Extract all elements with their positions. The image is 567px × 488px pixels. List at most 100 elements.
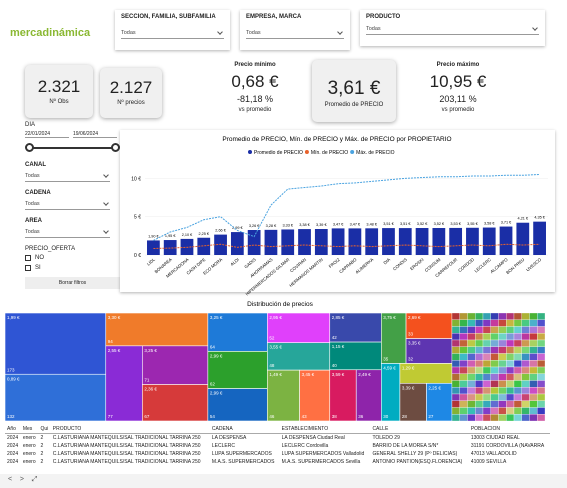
slicer-value[interactable]: Todas bbox=[121, 28, 224, 39]
treemap-minor-tile bbox=[467, 366, 476, 374]
table-cell: 2024 bbox=[7, 451, 19, 457]
date-from[interactable]: 22/01/2024 bbox=[25, 131, 69, 138]
treemap-minor-tile bbox=[498, 312, 507, 320]
treemap-minor-tile bbox=[467, 360, 476, 368]
treemap-minor-tile bbox=[529, 380, 538, 388]
table-cell: enero bbox=[22, 435, 36, 441]
kpi-pct: -81,18 % bbox=[236, 94, 274, 104]
treemap-minor-tile bbox=[482, 393, 491, 401]
filters: DIA 22/01/2024 19/06/2024 CANAL Todas CA… bbox=[25, 122, 120, 289]
bar bbox=[247, 230, 261, 255]
treemap-minor-tile bbox=[529, 339, 538, 347]
treemap-minor-tile bbox=[467, 346, 476, 354]
page-nav[interactable]: < > ⤢ bbox=[0, 474, 567, 488]
treemap-minor-tile bbox=[513, 326, 522, 334]
treemap-minor-tile bbox=[490, 366, 499, 374]
slicer[interactable]: SECCION, FAMILIA, SUBFAMILIA Todas bbox=[115, 10, 230, 50]
treemap-minor-tile bbox=[529, 407, 538, 415]
data-label: 3,26 € bbox=[249, 224, 260, 228]
treemap-minor-tile bbox=[529, 333, 538, 341]
bar bbox=[214, 234, 227, 255]
kpi-value: 3,61 € bbox=[327, 78, 381, 99]
table-row: 2024 enero 2 C.LASTURIANA MANTEQUILS/SAL TR… bbox=[5, 450, 550, 458]
treemap-minor-tile bbox=[490, 400, 499, 408]
table-cell: LUPA SUPERMERCADOS Valladolid bbox=[281, 451, 365, 457]
treemap-minor-tile bbox=[467, 407, 476, 415]
treemap-tile bbox=[405, 338, 453, 364]
treemap-minor-tile bbox=[521, 353, 530, 361]
filter-dropdown[interactable]: Todas bbox=[25, 199, 110, 210]
treemap-minor-tile bbox=[459, 346, 468, 354]
tile-label: 3,25 € bbox=[144, 348, 157, 353]
checkbox[interactable]: SI bbox=[25, 265, 120, 271]
treemap-minor-tile bbox=[482, 312, 491, 320]
tile-count: 54 bbox=[210, 414, 216, 419]
bar bbox=[482, 227, 496, 255]
tile-label: 3,30 € bbox=[108, 315, 121, 320]
tile-count: 32 bbox=[408, 356, 414, 361]
treemap-minor-tile bbox=[482, 333, 491, 341]
treemap-minor-tile bbox=[498, 326, 507, 334]
date-slider[interactable] bbox=[25, 142, 120, 154]
column-header: Mes bbox=[20, 425, 39, 434]
tile-count: 71 bbox=[144, 378, 150, 383]
table-cell: enero bbox=[22, 459, 36, 465]
treemap-minor-tile bbox=[521, 366, 530, 374]
slicer-value[interactable]: Todas bbox=[246, 28, 344, 39]
treemap-minor-tile bbox=[521, 414, 530, 422]
treemap-minor-tile bbox=[475, 380, 484, 388]
x-tick-label: BON PREU bbox=[505, 257, 525, 275]
treemap-minor-tile bbox=[529, 360, 538, 368]
table-cell: 2 bbox=[40, 459, 44, 465]
table-row: 2024 enero 2 C.LASTURIANA MANTEQUILS/SAL TR… bbox=[5, 434, 550, 443]
treemap-minor-tile bbox=[537, 373, 546, 381]
treemap-minor-tile bbox=[498, 346, 507, 354]
treemap-minor-tile bbox=[513, 319, 522, 327]
table-cell: 47013 VALLADOLID bbox=[470, 451, 517, 457]
treemap-minor-tile bbox=[537, 312, 546, 320]
data-label: 3,51 € bbox=[383, 222, 394, 226]
tile-count: 28 bbox=[402, 414, 408, 419]
slicer[interactable]: EMPRESA, MARCA Todas bbox=[240, 10, 350, 50]
data-label: 2,10 € bbox=[182, 233, 193, 237]
legend-label: Máx. de PRECIO bbox=[356, 150, 394, 156]
treemap-minor-tile bbox=[521, 400, 530, 408]
treemap-tile bbox=[105, 312, 209, 347]
treemap-minor-tile bbox=[459, 353, 468, 361]
slicer-value[interactable]: Todas bbox=[366, 24, 539, 35]
treemap-tile bbox=[299, 369, 331, 422]
treemap-minor-tile bbox=[537, 326, 546, 334]
table-cell: 2 bbox=[40, 443, 44, 449]
date-to[interactable]: 19/06/2024 bbox=[73, 131, 117, 138]
slicer[interactable]: PRODUCTO Todas bbox=[360, 10, 545, 46]
bar bbox=[398, 228, 412, 255]
tile-count: 48 bbox=[269, 363, 275, 368]
treemap-minor-tile bbox=[482, 366, 491, 374]
legend-label: Promedio de PRECIO bbox=[254, 150, 303, 156]
treemap-minor-tile bbox=[490, 407, 499, 415]
tile-label: 1,49 € bbox=[269, 372, 282, 377]
filter-dropdown[interactable]: Todas bbox=[25, 171, 110, 182]
tile-label: 3,55 € bbox=[269, 345, 282, 350]
treemap-minor-tile bbox=[475, 333, 484, 341]
treemap-minor-tile bbox=[490, 360, 499, 368]
bar bbox=[230, 232, 244, 255]
filter-dropdown[interactable]: Todas bbox=[25, 227, 110, 238]
tile-count: 64 bbox=[210, 344, 216, 349]
tile-label: 1,99 € bbox=[7, 315, 20, 320]
clear-button[interactable]: Borrar filtros bbox=[25, 277, 120, 289]
treemap-minor-tile bbox=[521, 373, 530, 381]
treemap-minor-tile bbox=[451, 407, 460, 415]
treemap-minor-tile bbox=[521, 319, 530, 327]
bar bbox=[449, 227, 463, 255]
tile-count: 33 bbox=[408, 332, 414, 337]
data-label: 3,28 € bbox=[266, 224, 277, 228]
treemap-minor-tile bbox=[498, 414, 507, 422]
kpi-card: 3,61 € Promedio de PRECIO bbox=[312, 60, 396, 122]
table-cell: LUPA SUPERMERCADOS bbox=[211, 451, 272, 457]
checkbox[interactable]: NO bbox=[25, 255, 120, 261]
treemap-minor-tile bbox=[529, 393, 538, 401]
bar bbox=[499, 226, 513, 255]
tile-count: 30 bbox=[383, 414, 389, 419]
